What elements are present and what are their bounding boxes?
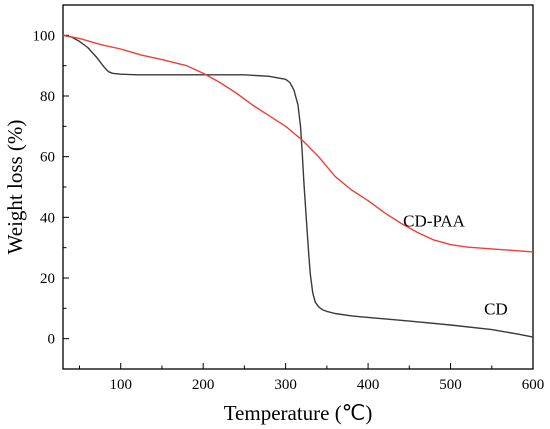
y-tick-label: 20 bbox=[40, 271, 55, 287]
y-tick-label: 80 bbox=[40, 89, 55, 105]
series-label-cd-paa: CD-PAA bbox=[403, 211, 465, 230]
x-tick-label: 600 bbox=[522, 377, 545, 393]
y-tick-label: 60 bbox=[40, 150, 55, 166]
x-tick-label: 500 bbox=[439, 377, 462, 393]
x-tick-label: 100 bbox=[109, 377, 132, 393]
series-line-cd bbox=[62, 34, 534, 338]
plot-frame bbox=[62, 4, 534, 370]
y-tick-label: 0 bbox=[48, 332, 56, 348]
x-axis-title: Temperature (℃) bbox=[224, 401, 373, 425]
x-tick-label: 400 bbox=[357, 377, 380, 393]
x-tick-label: 200 bbox=[192, 377, 215, 393]
y-tick-label: 100 bbox=[33, 28, 56, 44]
series-line-cd-paa bbox=[62, 34, 534, 253]
y-tick-label: 40 bbox=[40, 210, 55, 226]
y-axis-title: Weight loss (%) bbox=[3, 120, 27, 255]
x-tick-label: 300 bbox=[274, 377, 297, 393]
series-label-cd: CD bbox=[484, 299, 508, 318]
